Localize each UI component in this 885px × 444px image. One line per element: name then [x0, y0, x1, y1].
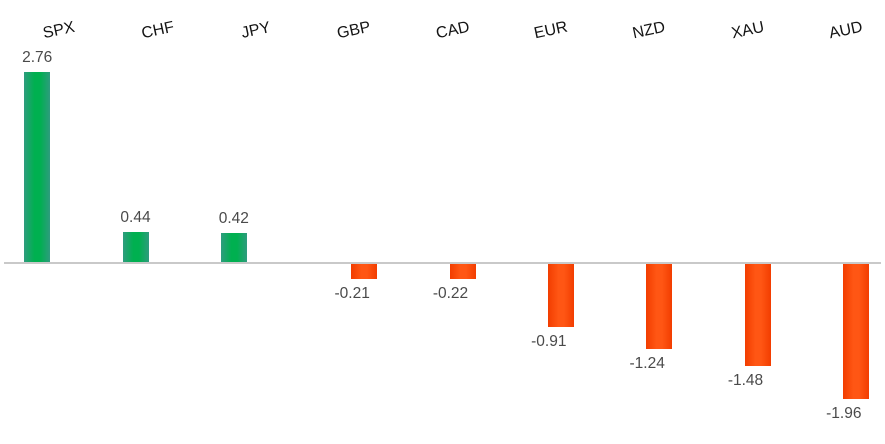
- value-label-xau: -1.48: [727, 372, 764, 389]
- bar-eur: [547, 264, 574, 327]
- category-label-eur: EUR: [532, 18, 569, 43]
- category-label-chf: CHF: [139, 18, 176, 43]
- category-label-cad: CAD: [434, 18, 471, 43]
- value-label-nzd: -1.24: [629, 355, 665, 373]
- bar-gbp: [351, 264, 378, 279]
- bar-xau: [744, 264, 771, 366]
- bar-jpy: [220, 233, 247, 262]
- bar-cad: [449, 264, 476, 280]
- bar-nzd: [646, 264, 673, 350]
- bar-aud: [842, 264, 869, 399]
- category-label-nzd: NZD: [631, 18, 667, 43]
- value-label-gbp: -0.21: [334, 284, 370, 302]
- category-label-aud: AUD: [827, 18, 864, 43]
- value-label-eur: -0.91: [531, 332, 567, 350]
- bar-spx: [24, 71, 51, 262]
- bar-chf: [122, 231, 149, 262]
- value-label-spx: 2.76: [22, 48, 53, 66]
- x-axis-line: [4, 262, 881, 264]
- category-label-gbp: GBP: [335, 18, 373, 43]
- category-label-xau: XAU: [729, 18, 766, 43]
- value-label-jpy: 0.42: [218, 210, 249, 228]
- value-label-cad: -0.22: [432, 285, 469, 303]
- category-label-jpy: JPY: [239, 19, 272, 42]
- value-label-chf: 0.44: [120, 208, 151, 226]
- value-label-aud: -1.96: [826, 405, 862, 422]
- category-label-spx: SPX: [41, 18, 77, 43]
